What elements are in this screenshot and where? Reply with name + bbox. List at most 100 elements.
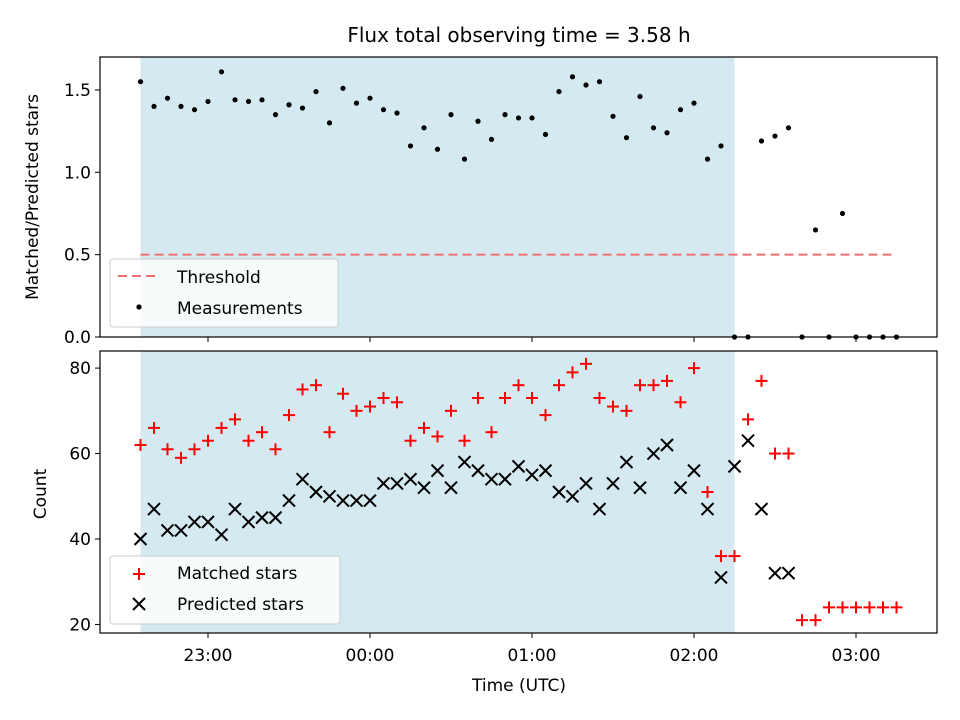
measurement-point <box>151 103 157 110</box>
predicted-star-point <box>201 515 215 529</box>
matched-star-point <box>539 409 552 422</box>
bottom-y-tick-label: 40 <box>69 530 91 550</box>
top-panel: 0.0 0.5 1.0 1.5 Matched/Predicted stars Thr… <box>23 56 938 348</box>
legend-matched-swatch <box>133 568 145 580</box>
matched-star-point <box>445 404 457 417</box>
predicted-star-point <box>511 459 526 474</box>
top-y-tick-label: 0.5 <box>64 246 91 266</box>
measurement-point <box>394 110 400 116</box>
matched-star-point <box>755 374 768 387</box>
measurement-point <box>569 74 576 80</box>
predicted-star-point <box>174 523 188 538</box>
measurement-point <box>218 69 225 75</box>
measurement-point <box>529 115 535 121</box>
predicted-star-point <box>727 459 742 474</box>
predicted-star-point <box>700 502 715 516</box>
predicted-star-point <box>282 493 296 508</box>
top-y-tick-label: 1.5 <box>64 81 91 101</box>
predicted-star-point <box>687 463 701 478</box>
predicted-star-point <box>336 493 350 508</box>
legend-measurements-label: Measurements <box>177 299 303 319</box>
matched-star-point <box>877 601 889 614</box>
predicted-star-point <box>457 455 472 469</box>
predicted-star-point <box>714 570 728 585</box>
predicted-star-point <box>484 472 499 486</box>
bottom-legend-box <box>109 555 341 625</box>
matched-star-point <box>836 601 849 614</box>
matched-star-point <box>782 447 795 460</box>
matched-star-point <box>188 443 201 456</box>
predicted-star-point <box>133 532 148 546</box>
matched-star-point <box>269 443 282 456</box>
predicted-star-point <box>579 476 593 491</box>
measurement-point <box>596 79 603 85</box>
matched-star-point <box>850 601 862 614</box>
predicted-star-point <box>525 468 539 482</box>
predicted-star-point <box>444 481 458 495</box>
measurement-point <box>677 107 684 113</box>
matched-star-point <box>890 601 903 614</box>
x-tick-label: 02:00 <box>670 646 719 666</box>
measurement-point <box>623 135 630 141</box>
measurement-point <box>340 85 346 91</box>
x-tick-label: 01:00 <box>508 646 557 666</box>
matched-star-point <box>134 439 147 451</box>
measurement-point <box>839 210 846 217</box>
x-tick-label: 23:00 <box>184 646 233 666</box>
measurement-point <box>610 113 616 119</box>
bottom-y-tick-label: 60 <box>69 445 91 465</box>
matched-star-point <box>337 387 349 400</box>
matched-star-point <box>161 443 174 456</box>
measurement-point <box>461 156 468 162</box>
matched-star-point <box>607 400 619 413</box>
predicted-star-point <box>214 528 229 542</box>
matched-star-point <box>472 392 484 404</box>
matched-star-point <box>229 413 241 426</box>
predicted-star-point <box>781 566 796 580</box>
matched-star-point <box>350 404 363 417</box>
matched-star-point <box>310 379 322 392</box>
measurement-point <box>326 120 333 126</box>
measurement-point <box>259 97 265 103</box>
predicted-star-point <box>390 476 404 491</box>
bottom-y-tick-label: 20 <box>69 615 91 635</box>
matched-star-point <box>742 413 754 426</box>
matched-star-point <box>863 601 876 614</box>
measurement-point <box>205 98 211 105</box>
predicted-star-point <box>619 455 634 469</box>
matched-star-point <box>283 409 295 422</box>
predicted-star-point <box>768 566 782 580</box>
matched-star-point <box>485 426 498 439</box>
predicted-star-point <box>633 481 647 495</box>
predicted-star-point <box>322 489 337 503</box>
predicted-star-point <box>754 502 769 516</box>
measurement-point <box>772 133 778 139</box>
legend-threshold-label: Threshold <box>176 268 261 288</box>
predicted-star-point <box>565 489 580 503</box>
measurement-point <box>164 95 171 101</box>
predicted-star-point <box>187 515 202 529</box>
measurement-point <box>475 118 481 124</box>
matched-star-point <box>323 426 336 439</box>
matched-star-point <box>580 357 592 370</box>
measurement-point <box>286 102 292 108</box>
measurement-point <box>434 146 441 152</box>
predicted-star-point <box>228 502 242 516</box>
predicted-star-point <box>403 472 418 486</box>
matched-star-point <box>296 383 309 396</box>
measurement-point <box>380 107 387 113</box>
top-y-tick-label: 1.0 <box>64 163 91 183</box>
measurement-point <box>313 88 319 95</box>
matched-star-point <box>728 550 741 563</box>
x-axis-label: Time (UTC) <box>471 676 566 696</box>
predicted-star-point <box>430 463 445 478</box>
predicted-star-point <box>673 481 688 495</box>
top-y-axis-label: Matched/Predicted stars <box>23 94 43 300</box>
measurement-point <box>812 227 819 233</box>
predicted-star-point <box>147 502 161 516</box>
matched-star-point <box>661 374 673 387</box>
measurement-point <box>650 125 657 131</box>
matched-star-point <box>148 421 160 434</box>
matched-star-point <box>634 379 646 392</box>
